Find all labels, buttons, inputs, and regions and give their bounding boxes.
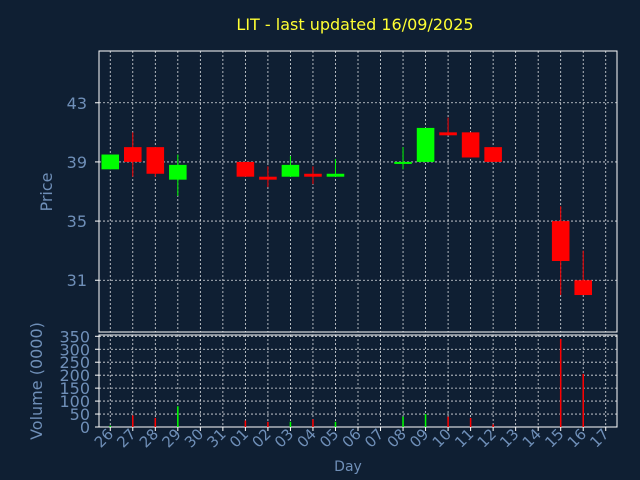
volume-tick-label: 50 — [70, 405, 90, 424]
candle-04 — [304, 166, 322, 185]
candle-05 — [326, 158, 345, 177]
price-tick-label: 31 — [67, 271, 87, 290]
candle-12 — [484, 147, 502, 162]
x-tick-labels: 2627282930310102030405060708091011121314… — [91, 425, 613, 451]
candle-body — [326, 173, 345, 177]
volume-bar-16 — [582, 373, 584, 427]
candle-28 — [146, 147, 165, 177]
price-tick-label: 35 — [67, 212, 87, 231]
volume-bar-29 — [177, 406, 179, 427]
price-tick-label: 43 — [67, 94, 87, 113]
volume-tick-label: 150 — [59, 379, 90, 398]
candles — [101, 117, 593, 296]
candle-body — [574, 280, 593, 296]
candle-27 — [123, 132, 142, 177]
candle-08 — [394, 147, 412, 170]
volume-bar-10 — [447, 416, 449, 427]
volume-axis-label: Volume (0000) — [27, 322, 46, 440]
volume-bar-04 — [312, 419, 314, 427]
price-tick-labels: 31 35 39 43 — [67, 94, 99, 290]
candle-body — [551, 221, 570, 262]
price-axis-label: Price — [37, 172, 56, 211]
volume-bar-09 — [424, 414, 427, 427]
volume-bar-08 — [402, 416, 404, 427]
volume-tick-label: 200 — [59, 366, 90, 385]
candle-body — [439, 132, 457, 136]
volume-bars — [109, 338, 584, 427]
volume-tick-label: 300 — [59, 340, 90, 359]
price-tick-label: 39 — [67, 153, 87, 172]
candle-26 — [101, 154, 120, 170]
candle-10 — [439, 117, 457, 136]
candle-body — [281, 164, 300, 177]
volume-bar-27 — [132, 415, 134, 427]
volume-bar-28 — [154, 417, 157, 427]
chart-title: LIT - last updated 16/09/2025 — [236, 15, 473, 34]
volume-bar-15 — [559, 338, 562, 427]
volume-bar-11 — [469, 417, 472, 427]
volume-bar-02 — [267, 421, 269, 427]
volume-tick-label: 250 — [59, 353, 90, 372]
volume-tick-label: 0 — [80, 418, 90, 437]
candle-01 — [236, 161, 255, 177]
candle-body — [146, 147, 165, 174]
x-axis-label: Day — [334, 459, 362, 475]
candle-body — [123, 147, 142, 162]
candle-body — [416, 127, 435, 162]
volume-tick-label: 100 — [59, 392, 90, 411]
volume-bar-03 — [289, 421, 292, 427]
volume-tick-label: 350 — [59, 327, 90, 346]
candle-16 — [574, 250, 593, 296]
candle-03 — [281, 156, 300, 177]
candle-body — [394, 161, 412, 164]
candle-body — [484, 147, 502, 162]
candle-02 — [259, 166, 277, 188]
volume-bar-26 — [109, 425, 112, 427]
volume-bar-12 — [492, 424, 494, 427]
price-panel-frame — [98, 50, 618, 333]
candle-11 — [461, 132, 480, 158]
candle-body — [169, 164, 187, 180]
candle-body — [236, 161, 255, 177]
candle-body — [461, 132, 480, 158]
volume-bar-05 — [334, 421, 337, 427]
candle-body — [304, 173, 322, 177]
volume-bar-01 — [244, 420, 247, 427]
candle-29 — [169, 154, 187, 196]
candle-body — [101, 154, 120, 170]
candle-15 — [551, 206, 570, 296]
candle-body — [259, 176, 277, 180]
candle-09 — [416, 127, 435, 162]
